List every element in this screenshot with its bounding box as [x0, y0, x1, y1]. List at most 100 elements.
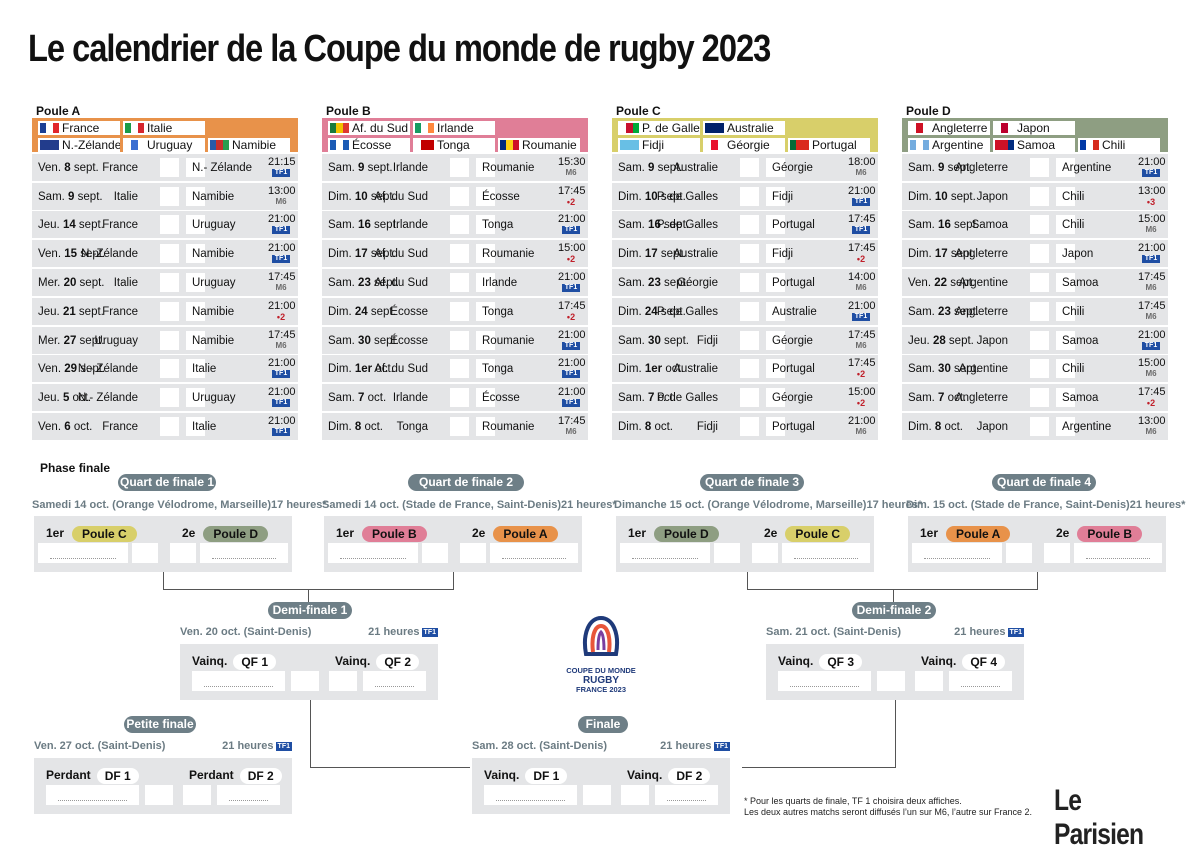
score-1-field[interactable] [422, 543, 448, 563]
match-row: Jeu. 14 sept. France Uruguay 21:00 TF1 [32, 211, 298, 239]
team-2-field[interactable] [363, 671, 426, 691]
team-1-field[interactable] [620, 543, 710, 563]
away-score-box [476, 157, 495, 177]
home-score-box [740, 186, 759, 206]
rugby-world-cup-logo: COUPE DU MONDE RUGBY FRANCE 2023 [566, 612, 636, 694]
flag-icon [620, 123, 639, 133]
finale-title: Finale [578, 716, 628, 733]
team-2-field[interactable] [782, 543, 870, 563]
team-1-field[interactable] [484, 785, 577, 805]
away-team: Chili [1062, 305, 1085, 318]
score-2-field[interactable] [915, 671, 943, 691]
score-1-field[interactable] [132, 543, 158, 563]
match-date: Ven. 6 oct. [38, 420, 93, 433]
semi-final-1-title: Demi-finale 1 [268, 602, 352, 619]
match-time: 17:45 •2 [848, 242, 876, 265]
home-score-box [1030, 157, 1049, 177]
away-score-box [766, 186, 785, 206]
team-1-field[interactable] [328, 543, 418, 563]
home-team: Tonga [396, 420, 428, 433]
match-date: Sam. 7 oct. [908, 392, 967, 405]
score-2-field[interactable] [460, 543, 486, 563]
score-1-field[interactable] [714, 543, 740, 563]
tv-channel-icon: TF1 [272, 255, 290, 264]
score-2-field[interactable] [183, 785, 211, 805]
score-1-field[interactable] [145, 785, 173, 805]
score-2-field[interactable] [752, 543, 778, 563]
away-score-box [476, 359, 495, 379]
team-1-field[interactable] [912, 543, 1002, 563]
home-score-box [160, 301, 179, 321]
team-name: Fidji [642, 138, 665, 152]
home-score-box [160, 272, 179, 292]
away-score-box [766, 301, 785, 321]
score-2-field[interactable] [170, 543, 196, 563]
team-2-field[interactable] [655, 785, 718, 805]
score-2-field[interactable] [621, 785, 649, 805]
match-time: 21:00 TF1 [558, 270, 586, 292]
tv-channel-icon: •2 [566, 311, 576, 322]
match-row: Dim. 17 sept. Af. du Sud Roumanie 15:00 •… [322, 240, 588, 268]
team-1-field[interactable] [46, 785, 139, 805]
score-1-field[interactable] [583, 785, 611, 805]
quarter-2-title: Quart de finale 2 [408, 474, 524, 491]
flag-icon [995, 140, 1014, 150]
home-score-box [160, 186, 179, 206]
match-time: 15:00 M6 [1138, 213, 1166, 235]
team-1-field[interactable] [192, 671, 285, 691]
match-date: Ven. 8 sept. [38, 161, 99, 174]
home-score-box [740, 330, 759, 350]
home-score-box [450, 244, 469, 264]
team-1-field[interactable] [38, 543, 128, 563]
tv-channel-icon: M6 [1145, 369, 1157, 379]
quarter-1-title: Quart de finale 1 [118, 474, 216, 491]
finale-header: Sam. 28 oct. (Saint-Denis) 21 heures TF1 [472, 740, 730, 752]
quarter-1-header: Samedi 14 oct. (Orange Vélodrome, Marsei… [32, 499, 327, 511]
team-chip: Namibie [208, 138, 290, 152]
away-score-box [766, 330, 785, 350]
score-2-field[interactable] [329, 671, 357, 691]
team-2-field[interactable] [490, 543, 578, 563]
team-name: Irlande [437, 121, 474, 135]
home-score-box [1030, 416, 1049, 436]
score-1-field[interactable] [291, 671, 319, 691]
away-score-box [1056, 359, 1075, 379]
team-2-field[interactable] [1074, 543, 1162, 563]
away-team: Fidji [772, 190, 794, 203]
match-time: 18:00 M6 [848, 155, 876, 177]
match-time: 21:00 TF1 [558, 386, 586, 408]
match-date: Sam. 30 sept. [328, 334, 399, 347]
team-2-field[interactable] [200, 543, 288, 563]
away-score-box [1056, 388, 1075, 408]
away-score-box [1056, 157, 1075, 177]
semi-final-2-header: Sam. 21 oct. (Saint-Denis) 21 heures TF1 [766, 626, 1024, 638]
match-row: Jeu. 28 sept. Japon Samoa 21:00 TF1 [902, 326, 1168, 354]
tv-channel-icon: •2 [1146, 398, 1156, 409]
tv-channel-icon: M6 [855, 340, 867, 350]
match-date: Ven. 22 sept. [908, 276, 976, 289]
score-1-field[interactable] [1006, 543, 1032, 563]
tv-channel-icon: TF1 [272, 226, 290, 235]
tf1-icon: TF1 [275, 742, 292, 751]
bracket-line [1037, 572, 1038, 590]
home-score-box [1030, 301, 1049, 321]
team-1-field[interactable] [778, 671, 871, 691]
team-2-field[interactable] [217, 785, 280, 805]
match-date: Dim. 1er oct. [618, 363, 684, 376]
score-1-field[interactable] [877, 671, 905, 691]
home-team: Australie [673, 363, 718, 376]
tv-channel-icon: TF1 [852, 312, 870, 321]
match-date: Dim. 17 sept. [908, 248, 976, 261]
home-team: Écosse [390, 305, 428, 318]
away-team: Uruguay [192, 392, 236, 405]
match-time: 14:00 M6 [848, 270, 876, 292]
match-time: 15:30 M6 [558, 155, 586, 177]
away-team: Namibie [192, 190, 235, 203]
tv-channel-icon: M6 [1145, 225, 1157, 235]
match-date: Sam. 7 oct. [328, 392, 387, 405]
score-2-field[interactable] [1044, 543, 1070, 563]
match-row: Dim. 10 sept. Af. du Sud Écosse 17:45 •2 [322, 182, 588, 210]
home-team: P. de Galles [656, 305, 718, 318]
away-team: Chili [1062, 363, 1085, 376]
team-2-field[interactable] [949, 671, 1012, 691]
